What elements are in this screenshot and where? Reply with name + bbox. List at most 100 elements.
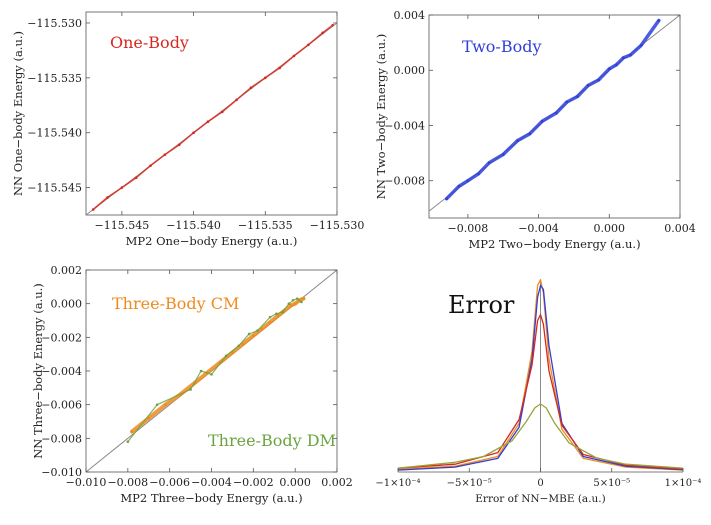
- x-tick-label: 0.002: [321, 476, 353, 489]
- x-tick-label: −0.002: [233, 476, 274, 489]
- data-point: [235, 98, 238, 102]
- data-point: [293, 302, 297, 305]
- y-tick-label: −115.530: [27, 17, 82, 30]
- data-point: [540, 120, 544, 123]
- y-tick-label: 0.002: [51, 264, 83, 277]
- data-point: [268, 320, 272, 324]
- series-line: [92, 24, 334, 211]
- x-tick-label: −115.540: [166, 219, 221, 232]
- data-point: [565, 100, 569, 104]
- data-point: [199, 369, 203, 373]
- x-tick-label: 0.000: [594, 222, 626, 235]
- panel-three: −0.010 −0.008 −0.006 −0.004 −0.002 0.000 0.002…: [31, 264, 353, 505]
- y-tick-label: −0.004: [384, 119, 425, 132]
- x-tick-label: −0.010: [66, 476, 107, 489]
- y-tick-label: −115.545: [27, 182, 82, 195]
- x-tick-label: −115.545: [94, 219, 149, 232]
- series-line: [130, 296, 306, 434]
- data-point: [291, 299, 295, 302]
- y-tick-label: −115.535: [27, 72, 82, 85]
- data-point: [528, 132, 532, 136]
- error-curve: [397, 279, 684, 471]
- data-point: [287, 302, 291, 305]
- error-curve: [397, 313, 684, 470]
- data-point: [268, 315, 272, 319]
- data-point: [277, 314, 280, 317]
- data-point: [292, 54, 296, 58]
- x-tick-label: 5×10⁻⁵: [593, 478, 630, 489]
- data-point: [164, 403, 167, 406]
- data-point: [302, 297, 305, 300]
- inset-label: Two-Body: [462, 37, 542, 56]
- inset-label: Three-Body CM: [112, 294, 239, 313]
- data-point: [607, 67, 611, 71]
- x-tick-label: −1×10⁻⁴: [375, 478, 420, 489]
- x-tick-label: 0.000: [279, 476, 311, 489]
- data-point: [241, 342, 245, 346]
- y-tick-label: −0.010: [41, 466, 82, 479]
- data-point: [278, 66, 281, 70]
- plot-frame: [85, 11, 338, 216]
- data-point: [554, 111, 558, 115]
- data-point: [149, 164, 152, 167]
- data-point: [249, 86, 253, 90]
- data-point: [586, 84, 590, 87]
- data-point: [457, 184, 461, 188]
- data-point: [91, 208, 95, 211]
- series-line: [127, 298, 302, 443]
- data-point: [275, 312, 278, 316]
- x-tick-label: 0: [537, 478, 543, 489]
- data-point: [126, 440, 130, 444]
- data-point: [307, 43, 310, 47]
- data-point: [466, 179, 470, 183]
- data-point: [516, 139, 519, 142]
- inset-label-secondary: Three-Body DM: [208, 431, 336, 450]
- data-point: [615, 63, 618, 67]
- data-point: [177, 143, 181, 147]
- data-point: [321, 31, 324, 35]
- data-point: [295, 297, 299, 300]
- x-tick-label: −0.008: [107, 476, 148, 489]
- y-axis-label: NN Two−body Energy (a.u.): [374, 34, 388, 199]
- data-point: [300, 300, 303, 304]
- y-tick-label: −0.006: [41, 399, 82, 412]
- data-point: [206, 120, 210, 124]
- data-point: [130, 430, 134, 433]
- data-point: [106, 196, 109, 199]
- x-axis-label: MP2 Two−body Energy (a.u.): [468, 237, 640, 251]
- data-point: [192, 131, 195, 135]
- data-point: [210, 373, 213, 376]
- x-tick-label: −5×10⁻⁵: [447, 478, 492, 489]
- y-tick-label: −0.008: [384, 175, 425, 188]
- y-tick-label: 0.000: [394, 64, 426, 77]
- data-point: [189, 388, 192, 391]
- data-point: [247, 332, 251, 336]
- x-tick-label: −0.004: [518, 222, 559, 235]
- x-tick-label: −0.006: [149, 476, 190, 489]
- x-tick-label: 1×10⁻⁴: [665, 478, 702, 489]
- x-axis-label: MP2 One−body Energy (a.u.): [126, 234, 298, 248]
- x-tick-label: 0.004: [664, 222, 696, 235]
- data-point: [256, 329, 259, 332]
- data-point: [224, 354, 228, 358]
- x-axis-label: Error of NN−MBE (a.u.): [475, 493, 605, 505]
- data-point: [501, 153, 505, 156]
- data-point: [220, 110, 224, 114]
- data-point: [445, 197, 448, 200]
- x-tick-label: −0.008: [448, 222, 489, 235]
- y-axis-label: NN Three−body Energy (a.u.): [31, 283, 45, 459]
- data-point: [622, 56, 625, 60]
- data-point: [155, 403, 159, 406]
- data-point: [252, 334, 255, 337]
- panel-one: −115.545 −115.540 −115.535 −115.530 −115.545…: [11, 11, 364, 248]
- data-point: [576, 95, 579, 98]
- data-point: [163, 153, 167, 156]
- inset-label: One-Body: [110, 33, 189, 52]
- data-point: [629, 53, 632, 57]
- data-point: [134, 176, 138, 179]
- panel-title: Error: [448, 291, 515, 319]
- series-line: [444, 18, 661, 201]
- data-point: [120, 186, 124, 189]
- data-point: [487, 161, 491, 165]
- y-tick-label: 0.000: [51, 298, 83, 311]
